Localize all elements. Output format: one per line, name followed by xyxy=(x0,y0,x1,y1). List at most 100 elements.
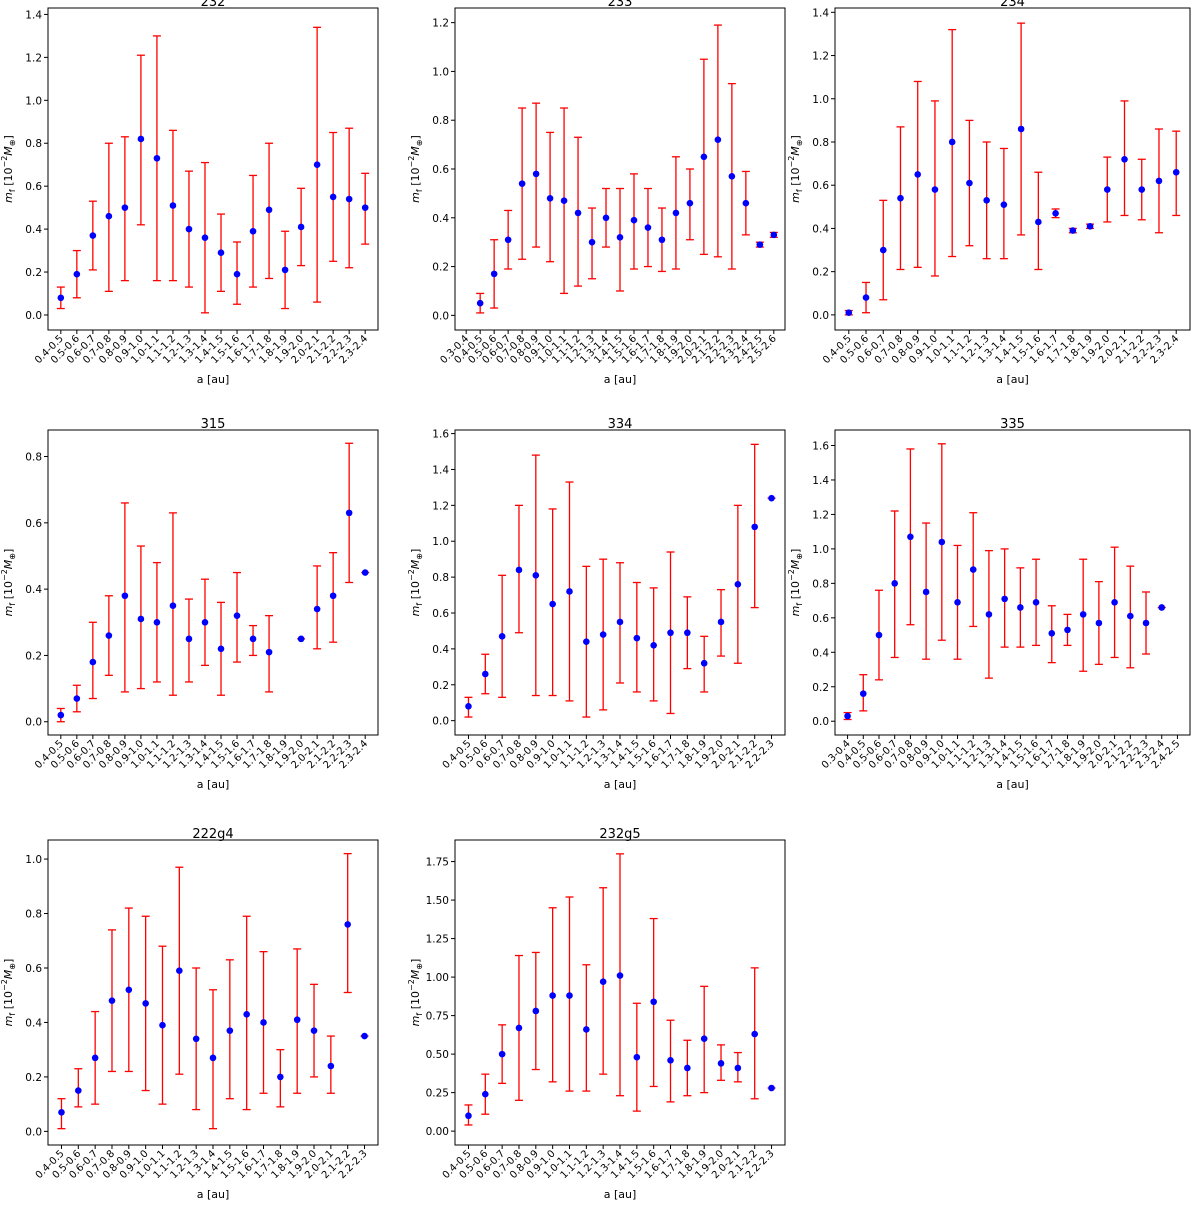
y-axis-label-part: [10 xyxy=(2,991,15,1013)
y-tick-label: 1.4 xyxy=(432,464,449,476)
y-tick-label: 0.8 xyxy=(432,115,449,127)
data-point xyxy=(176,967,183,975)
data-point xyxy=(361,569,369,576)
data-point xyxy=(58,1109,65,1116)
y-tick-label: 1.50 xyxy=(426,895,449,907)
y-axis-label-part: [10 xyxy=(409,991,422,1013)
data-point xyxy=(546,194,554,202)
y-tick-label: 0.0 xyxy=(812,716,829,728)
y-axis-label-part: m xyxy=(789,606,802,617)
y-axis-label-part: ] xyxy=(2,549,15,553)
y-axis-label-part: −2 xyxy=(0,979,9,991)
y-tick-label: 1.2 xyxy=(812,509,829,521)
data-point xyxy=(922,588,930,596)
data-point xyxy=(260,1019,267,1026)
data-point xyxy=(985,611,993,618)
y-tick-label: 0.00 xyxy=(426,1126,449,1138)
data-point xyxy=(345,509,353,517)
data-point xyxy=(566,588,573,595)
y-tick-label: 0.8 xyxy=(812,578,829,590)
data-point xyxy=(1000,201,1008,208)
x-axis-label: a [au] xyxy=(197,373,230,386)
data-point xyxy=(217,645,225,653)
chart-title: 234 xyxy=(1000,0,1025,10)
data-point xyxy=(192,1035,200,1043)
data-point xyxy=(684,1064,691,1072)
y-axis-label-part: [10 xyxy=(409,581,422,603)
y-tick-label: 0.2 xyxy=(25,267,42,279)
data-point xyxy=(879,246,887,254)
y-tick-label: 0.6 xyxy=(25,518,42,530)
data-point xyxy=(734,1064,742,1072)
y-tick-label: 0.4 xyxy=(432,644,449,656)
data-point xyxy=(121,592,129,600)
y-tick-label: 0.4 xyxy=(812,647,829,659)
data-point xyxy=(73,270,81,278)
data-point xyxy=(768,494,775,502)
data-point xyxy=(700,659,708,667)
data-point xyxy=(137,135,145,143)
data-point xyxy=(209,1054,217,1062)
y-tick-label: 0.0 xyxy=(812,310,829,322)
data-point xyxy=(329,592,337,600)
data-point xyxy=(734,580,742,588)
y-axis-label-part: M xyxy=(789,146,802,156)
data-point xyxy=(313,605,321,613)
data-point xyxy=(532,1007,540,1015)
y-axis-label-part: m xyxy=(2,192,15,203)
data-point xyxy=(574,209,582,217)
y-axis-label-part: ⊕ xyxy=(795,553,804,560)
data-point xyxy=(686,199,694,207)
x-axis-label: a [au] xyxy=(996,373,1029,386)
y-tick-label: 0.8 xyxy=(25,452,42,464)
data-point xyxy=(1103,186,1111,193)
data-point xyxy=(1017,604,1024,611)
data-point xyxy=(875,631,883,639)
data-point xyxy=(633,634,641,642)
data-point xyxy=(667,629,674,637)
y-axis-label-part: f xyxy=(795,603,804,606)
y-axis-label-part: M xyxy=(2,559,15,569)
data-point xyxy=(650,641,657,649)
data-point xyxy=(515,566,523,574)
data-point xyxy=(532,572,540,579)
data-point xyxy=(862,294,870,301)
y-axis-label-part: [10 xyxy=(789,167,802,189)
data-point xyxy=(233,270,241,278)
y-axis-label-part: m xyxy=(2,606,15,617)
y-axis-label-part: ⊕ xyxy=(415,553,424,560)
data-point xyxy=(201,234,209,241)
data-point xyxy=(728,173,736,180)
data-point xyxy=(931,186,939,193)
data-point xyxy=(125,986,133,994)
data-point xyxy=(1172,168,1180,176)
y-axis-label-part: −2 xyxy=(0,156,9,168)
data-point xyxy=(226,1027,234,1034)
y-axis-label-part: ] xyxy=(409,959,422,963)
data-point xyxy=(844,712,851,720)
data-point xyxy=(515,1024,523,1032)
data-point xyxy=(583,638,590,646)
y-axis-label-part: ] xyxy=(409,135,422,139)
y-axis-label-part: m xyxy=(789,192,802,203)
data-point xyxy=(948,138,956,146)
y-axis-label: mf [10−2M⊕] xyxy=(407,959,424,1027)
data-point xyxy=(1142,619,1150,627)
data-point xyxy=(859,690,867,697)
y-axis-label-part: ⊕ xyxy=(8,553,17,560)
data-point xyxy=(57,294,65,302)
data-point xyxy=(105,632,113,639)
subplot-335: 335 0.0 0.2 0.4 0.6 0.8 1.0 1.2 1.4 1.6 mf [10−2M⊕… xyxy=(787,417,1191,791)
y-tick-label: 1.4 xyxy=(25,9,42,21)
subplot-334: 334 0.0 0.2 0.4 0.6 0.8 1.0 1.2 1.4 1.6 mf [10−2M⊕… xyxy=(407,417,786,791)
data-point xyxy=(217,249,225,257)
y-axis-label-part: ⊕ xyxy=(795,139,804,146)
y-axis-label: mf [10−2M⊕] xyxy=(787,549,804,617)
y-tick-label: 0.8 xyxy=(432,572,449,584)
data-point xyxy=(954,599,961,606)
data-point xyxy=(297,635,305,643)
data-point xyxy=(1017,125,1025,133)
y-axis-label-part: [10 xyxy=(2,167,15,189)
y-tick-label: 1.4 xyxy=(812,7,829,19)
